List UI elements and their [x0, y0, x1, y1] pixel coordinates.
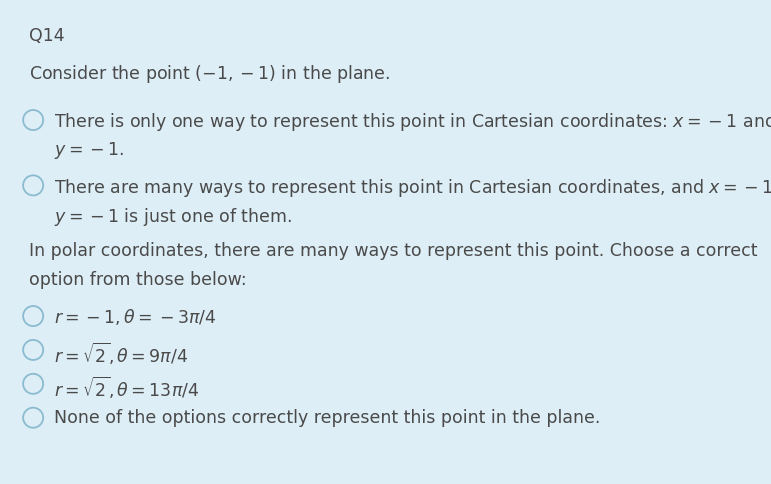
Text: option from those below:: option from those below:	[29, 271, 247, 289]
Text: Consider the point $(-1, -1)$ in the plane.: Consider the point $(-1, -1)$ in the pla…	[29, 63, 390, 85]
Text: $y = -1$ is just one of them.: $y = -1$ is just one of them.	[54, 206, 291, 227]
Text: $r = \sqrt{2}, \theta = 13\pi/4$: $r = \sqrt{2}, \theta = 13\pi/4$	[54, 375, 199, 401]
Text: Q14: Q14	[29, 27, 65, 45]
Text: $r = -1, \theta = -3\pi/4$: $r = -1, \theta = -3\pi/4$	[54, 307, 217, 327]
Text: $r = \sqrt{2}, \theta = 9\pi/4$: $r = \sqrt{2}, \theta = 9\pi/4$	[54, 341, 188, 367]
Text: There are many ways to represent this point in Cartesian coordinates, and $x = -: There are many ways to represent this po…	[54, 177, 771, 198]
Text: $y = -1$.: $y = -1$.	[54, 140, 124, 161]
Text: In polar coordinates, there are many ways to represent this point. Choose a corr: In polar coordinates, there are many way…	[29, 242, 758, 260]
Text: None of the options correctly represent this point in the plane.: None of the options correctly represent …	[54, 409, 601, 427]
Text: There is only one way to represent this point in Cartesian coordinates: $x = -1$: There is only one way to represent this …	[54, 111, 771, 133]
